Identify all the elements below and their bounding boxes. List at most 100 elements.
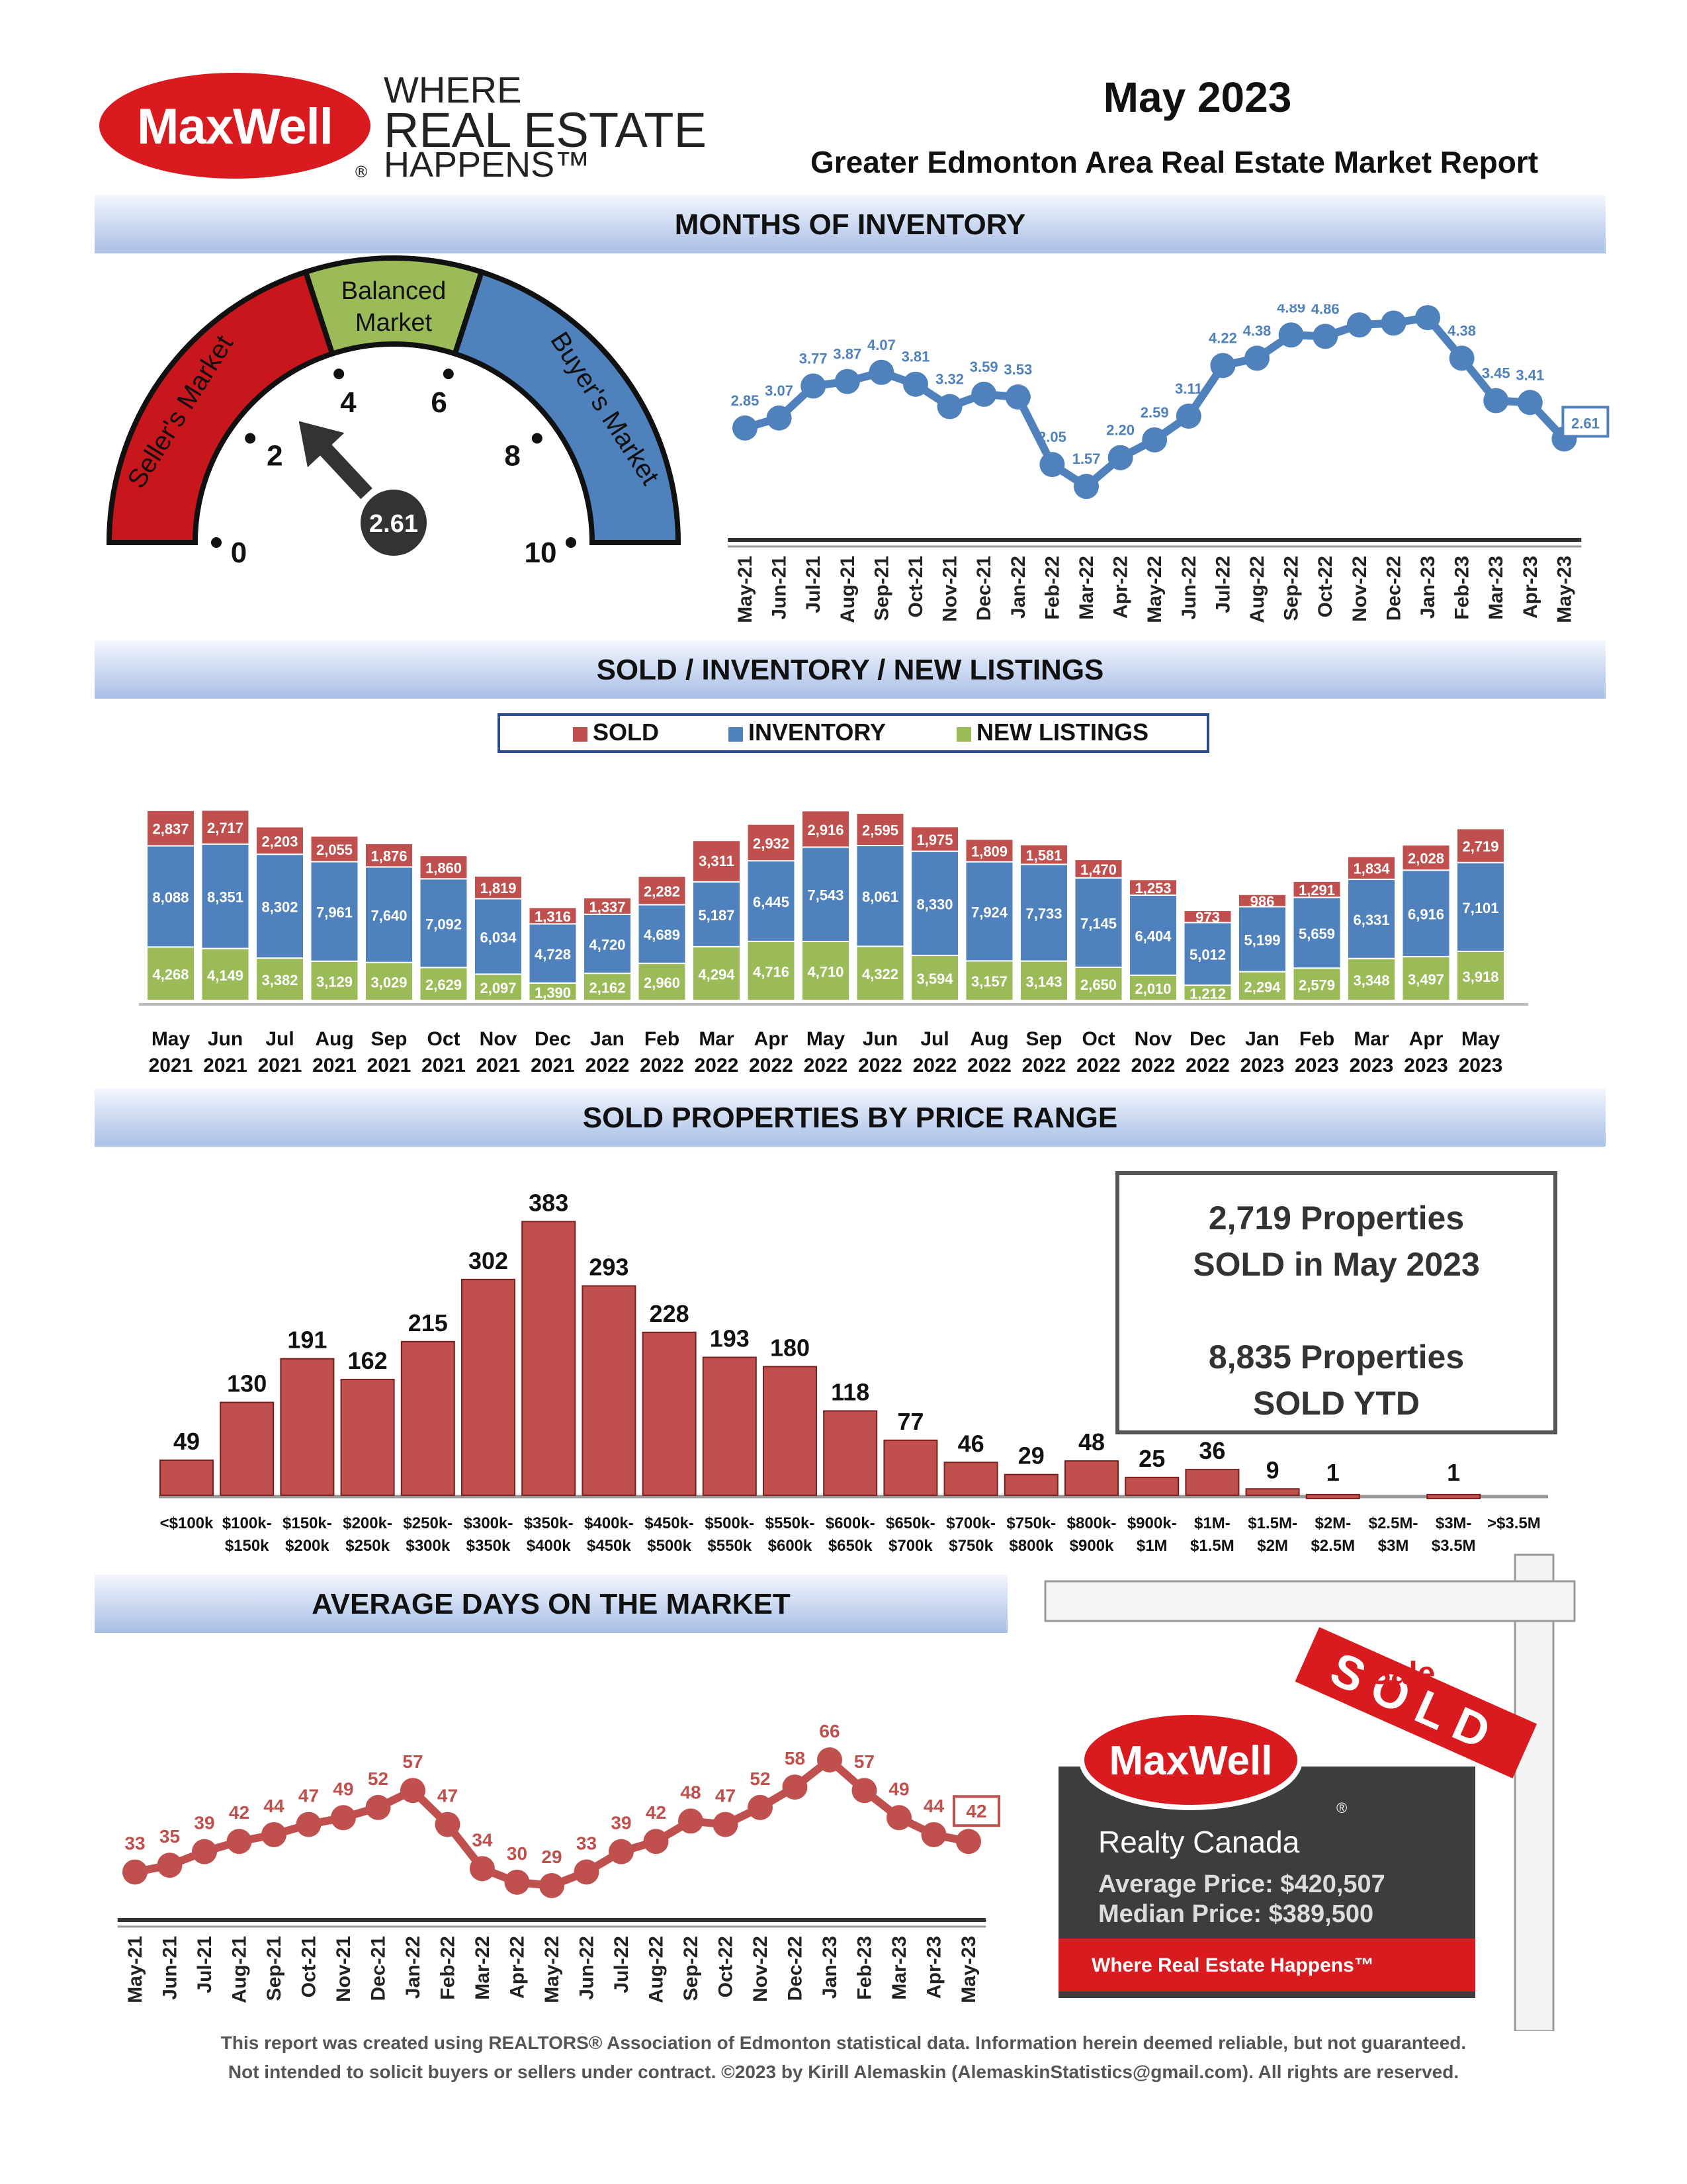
x-tick-label: Aug-21	[229, 1936, 251, 2003]
bar-value-label: 3,157	[971, 973, 1008, 990]
section-band-sold-inventory: SOLD / INVENTORY / NEW LISTINGS	[95, 640, 1606, 699]
x-tick-year: 2022	[858, 1055, 902, 1076]
bar-value-label: 2,028	[1408, 850, 1444, 867]
data-point	[470, 1856, 495, 1882]
bar-segment-sold	[419, 855, 468, 880]
x-tick-label: Mar-22	[472, 1936, 494, 2000]
data-label: 3.41	[1516, 367, 1544, 383]
x-tick-label: Jun-22	[576, 1936, 598, 2000]
data-point	[956, 1829, 981, 1855]
bar-value-label: 1,390	[535, 984, 571, 1001]
data-point	[435, 1812, 460, 1837]
bar-segment-sold	[801, 810, 850, 848]
x-tick-month: Mar	[1354, 1028, 1389, 1050]
data-label: 5.11	[1346, 304, 1373, 306]
x-tick-month: Jun	[863, 1028, 898, 1050]
data-point	[192, 1839, 217, 1864]
bar-segment-new-listings	[1456, 950, 1505, 1001]
data-label: 3.59	[970, 359, 998, 375]
bar-segment-new-listings	[1129, 975, 1178, 1001]
legend-label: INVENTORY	[748, 719, 887, 746]
bar-value-label: 7,733	[1025, 906, 1062, 922]
bar-value-label: 1,876	[370, 848, 407, 865]
gauge-tick-dot	[443, 369, 454, 380]
x-tick-year: 2022	[640, 1055, 684, 1076]
data-label: 1.57	[1072, 451, 1101, 467]
bar-segment-sold	[528, 906, 578, 925]
last-value-box	[953, 1795, 1000, 1827]
data-point	[748, 1794, 773, 1820]
x-tick-label: Dec-21	[368, 1936, 390, 2001]
x-tick-line2: $1.5M	[1190, 1537, 1234, 1555]
bar-value-label: 2,719	[1462, 838, 1498, 855]
data-point	[1449, 345, 1475, 371]
data-point	[971, 381, 997, 407]
bar-segment-inventory	[1074, 877, 1123, 968]
price-bar-label: 48	[1078, 1428, 1105, 1456]
bar-value-label: 1,337	[589, 898, 625, 915]
price-bar-label: 191	[287, 1327, 327, 1354]
data-point	[713, 1812, 738, 1837]
x-tick-year: 2023	[1295, 1055, 1339, 1076]
data-label: 49	[333, 1778, 353, 1799]
data-point	[1039, 452, 1065, 478]
bar-segment-inventory	[746, 860, 796, 942]
price-bar-label: 46	[958, 1430, 984, 1457]
x-tick-line1: $100k-	[222, 1514, 272, 1532]
bar-value-label: 2,837	[152, 821, 189, 838]
section-title: AVERAGE DAYS ON THE MARKET	[312, 1588, 791, 1620]
gauge-label-market: Market	[355, 309, 433, 337]
x-tick-line1: $200k-	[343, 1514, 392, 1532]
bar-segment-inventory	[365, 866, 413, 963]
x-tick-label: Jul-22	[1212, 556, 1234, 613]
data-label: 4.89	[1277, 304, 1305, 316]
bar-segment-sold	[1238, 893, 1287, 908]
bar-value-label: 2,629	[425, 977, 462, 993]
summary-sold-ytd-label: SOLD YTD	[1253, 1385, 1420, 1422]
data-point	[574, 1859, 599, 1885]
price-bar	[521, 1221, 576, 1497]
price-bar	[702, 1356, 757, 1496]
gauge-needle-head	[298, 421, 345, 468]
x-tick-line2: $2M	[1257, 1537, 1288, 1555]
bar-segment-new-listings	[855, 945, 905, 1002]
data-label: 39	[611, 1813, 631, 1833]
price-bar	[1064, 1460, 1119, 1497]
data-label: 2.05	[1038, 429, 1066, 445]
x-tick-line1: <$100k	[160, 1514, 214, 1532]
sign-registered: ®	[1336, 1800, 1347, 1816]
x-tick-year: 2021	[531, 1055, 575, 1076]
summary-sold-month-label: SOLD in May 2023	[1193, 1246, 1480, 1283]
data-label: 4.86	[1311, 304, 1340, 317]
price-bar	[943, 1462, 998, 1497]
section-title: SOLD / INVENTORY / NEW LISTINGS	[596, 654, 1104, 686]
bar-value-label: 7,961	[316, 904, 353, 921]
data-point	[766, 405, 792, 431]
gauge-tick-dot	[531, 433, 542, 444]
bar-segment-inventory	[965, 861, 1014, 962]
bar-value-label: 6,404	[1135, 928, 1172, 944]
data-label: 33	[124, 1833, 145, 1853]
data-point	[400, 1778, 425, 1804]
x-tick-line1: $800k-	[1067, 1514, 1117, 1532]
x-tick-label: Apr-23	[924, 1936, 945, 1999]
bar-value-label: 2,595	[862, 822, 898, 838]
x-tick-label: Jul-21	[802, 556, 824, 613]
x-tick-year: 2023	[1404, 1055, 1448, 1076]
x-tick-year: 2022	[804, 1055, 848, 1076]
bar-value-label: 7,101	[1462, 900, 1498, 916]
x-tick-line2: $400k	[527, 1537, 571, 1555]
bar-segment-new-listings	[801, 940, 850, 1001]
x-tick-label: Sep-22	[1281, 556, 1303, 621]
chart-legend: SOLD INVENTORY NEW LISTINGS	[497, 713, 1209, 753]
data-label: 4.38	[1243, 322, 1272, 339]
bar-segment-sold	[1019, 844, 1068, 865]
x-tick-label: Dec-22	[785, 1936, 806, 2001]
bar-segment-inventory	[583, 913, 632, 975]
price-bar	[340, 1379, 395, 1497]
bar-segment-sold	[1401, 844, 1451, 871]
x-tick-line1: $600k-	[826, 1514, 875, 1532]
data-point	[1278, 322, 1304, 348]
bar-value-label: 1,470	[1080, 861, 1117, 878]
x-tick-label: May-23	[958, 1936, 980, 2003]
